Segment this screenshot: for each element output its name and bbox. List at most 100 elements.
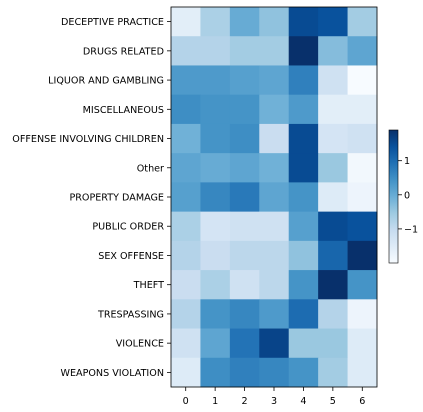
heatmap-cell	[288, 357, 319, 388]
heatmap-cell	[259, 182, 290, 213]
heatmap-cell	[171, 270, 201, 300]
y-tick-label: THEFT	[133, 280, 164, 291]
heatmap-cell	[288, 94, 319, 125]
heatmap-cell	[259, 299, 290, 329]
y-tick-label: LIQUOR AND GAMBLING	[48, 76, 164, 87]
heatmap-cell	[229, 153, 260, 183]
heatmap-cell	[200, 36, 231, 66]
colorbar: 1 0 −1	[388, 129, 418, 264]
heatmap-cell	[347, 65, 378, 96]
heatmap-cell	[318, 299, 348, 329]
heatmap-cell	[200, 7, 231, 37]
heatmap-cell	[200, 123, 231, 154]
heatmap-cell	[171, 328, 201, 359]
heatmap-cell	[171, 94, 201, 125]
y-tick-label: PROPERTY DAMAGE	[69, 193, 164, 204]
x-tick-label: 1	[212, 396, 218, 407]
heatmap-cell	[171, 36, 201, 66]
heatmap-cell	[171, 65, 201, 96]
heatmap-cell	[318, 7, 348, 37]
x-tick-label: 2	[242, 396, 248, 407]
heatmap-cell	[200, 65, 231, 96]
x-tick-label: 5	[330, 396, 336, 407]
heatmap-cell	[259, 65, 290, 96]
colorbar-tick-label: 0	[404, 190, 410, 201]
heatmap-cell	[259, 36, 290, 66]
heatmap-cell	[347, 328, 378, 359]
heatmap-cell	[318, 153, 348, 183]
y-axis: DECEPTIVE PRACTICE DRUGS RELATED LIQUOR AN…	[12, 17, 171, 379]
heatmap-cell	[200, 270, 231, 300]
colorbar-gradient	[388, 129, 399, 264]
heatmap-cell	[171, 299, 201, 329]
heatmap-cell	[318, 94, 348, 125]
heatmap-cell	[259, 153, 290, 183]
heatmap-cell	[288, 211, 319, 242]
heatmap-cell	[318, 240, 348, 271]
heatmap-cell	[171, 240, 201, 271]
heatmap-cell	[171, 153, 201, 183]
heatmap-cell	[288, 123, 319, 154]
y-tick-label: Other	[137, 163, 164, 174]
heatmap-cell	[288, 153, 319, 183]
heatmap-cell	[318, 270, 348, 300]
heatmap-cell	[229, 357, 260, 388]
heatmap-cell	[288, 182, 319, 213]
y-tick-label: WEAPONS VIOLATION	[60, 368, 164, 379]
colorbar-tick-label: −1	[404, 224, 418, 235]
heatmap-cell	[288, 328, 319, 359]
heatmap-cell	[229, 240, 260, 271]
heatmap-cell	[200, 94, 231, 125]
x-tick-label: 6	[359, 396, 365, 407]
heatmap-cell	[288, 240, 319, 271]
heatmap-cell	[259, 123, 290, 154]
heatmap-cell	[229, 7, 260, 37]
y-tick-label: OFFENSE INVOLVING CHILDREN	[12, 134, 164, 145]
heatmap-cell	[318, 65, 348, 96]
x-axis: 0 1 2 3 4 5 6	[183, 387, 365, 407]
heatmap-cell	[229, 123, 260, 154]
heatmap-cell	[171, 7, 201, 37]
y-tick-label: TRESPASSING	[97, 309, 164, 320]
heatmap-cell	[229, 182, 260, 213]
heatmap-cell	[229, 270, 260, 300]
heatmap-cell	[200, 153, 231, 183]
heatmap-cell	[318, 357, 348, 388]
y-tick-label: DECEPTIVE PRACTICE	[61, 17, 164, 28]
heatmap-cell	[288, 7, 319, 37]
x-tick-label: 0	[183, 396, 189, 407]
heatmap-cell	[347, 7, 378, 37]
heatmap-cell	[259, 94, 290, 125]
heatmap-cell	[347, 211, 378, 242]
heatmap-cell	[171, 182, 201, 213]
heatmap-cell	[171, 357, 201, 388]
x-tick-label: 4	[300, 396, 306, 407]
heatmap-cell	[200, 211, 231, 242]
heatmap-cell	[200, 182, 231, 213]
heatmap-cell	[318, 36, 348, 66]
colorbar-tick-label: 1	[404, 156, 410, 167]
x-tick-label: 3	[271, 396, 277, 407]
heatmap-cell	[200, 240, 231, 271]
heatmap-cell	[229, 36, 260, 66]
heatmap-cell	[347, 153, 378, 183]
heatmap-cell	[229, 94, 260, 125]
heatmap-cell	[229, 299, 260, 329]
heatmap-cell	[318, 123, 348, 154]
heatmap-cell	[318, 211, 348, 242]
heatmap-cell	[318, 182, 348, 213]
heatmap-cell	[259, 211, 290, 242]
heatmap-cell	[259, 7, 290, 37]
heatmap-cell	[200, 328, 231, 359]
y-tick-label: SEX OFFENSE	[98, 251, 164, 262]
heatmap-cell	[200, 357, 231, 388]
y-tick-label: MISCELLANEOUS	[83, 105, 164, 116]
y-tick-label: PUBLIC ORDER	[92, 222, 164, 233]
heatmap-cell	[229, 328, 260, 359]
heatmap-cell	[318, 328, 348, 359]
heatmap-cell	[347, 36, 378, 66]
heatmap-cell	[259, 357, 290, 388]
colorbar-ticks: 1 0 −1	[398, 156, 418, 235]
heatmap-cell	[347, 240, 378, 271]
